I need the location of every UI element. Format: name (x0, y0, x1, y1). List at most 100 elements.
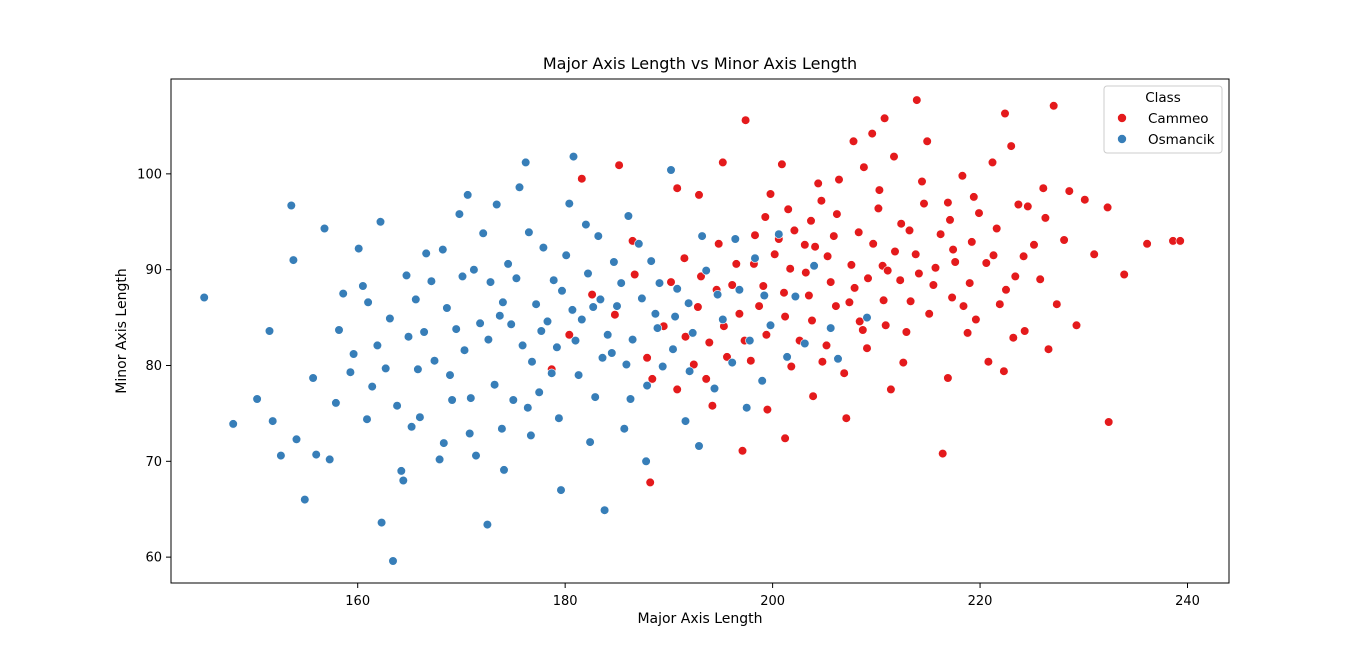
point-cammeo (689, 359, 699, 370)
point-cammeo (704, 337, 714, 348)
point-osmancik (625, 394, 636, 404)
point-cammeo (564, 330, 574, 340)
point-cammeo (911, 249, 921, 259)
point-cammeo (867, 129, 877, 139)
point-cammeo (785, 264, 795, 274)
point-cammeo (826, 277, 836, 287)
point-cammeo (841, 413, 851, 423)
point-osmancik (701, 266, 711, 276)
point-osmancik (421, 248, 431, 258)
point-cammeo (889, 152, 899, 162)
point-osmancik (506, 319, 516, 329)
point-osmancik (466, 393, 476, 403)
point-osmancik (497, 424, 507, 434)
point-osmancik (288, 255, 299, 265)
point-osmancik (392, 401, 402, 411)
point-cammeo (945, 215, 955, 225)
point-osmancik (475, 318, 485, 328)
point-osmancik (465, 428, 475, 439)
point-cammeo (846, 260, 857, 270)
point-osmancik (308, 373, 318, 383)
y-tick-label: 100 (137, 167, 162, 182)
legend-box (1103, 85, 1223, 154)
point-cammeo (1023, 201, 1033, 211)
point-cammeo (587, 290, 597, 300)
point-osmancik (634, 239, 644, 249)
y-tick-label: 60 (145, 551, 162, 566)
point-osmancik (358, 281, 368, 291)
point-cammeo (647, 374, 657, 384)
scatter-points (199, 95, 1185, 566)
point-osmancik (396, 466, 406, 476)
point-cammeo (672, 183, 682, 193)
point-osmancik (354, 244, 364, 254)
point-cammeo (1064, 186, 1074, 196)
point-osmancik (531, 299, 541, 309)
point-cammeo (1089, 249, 1099, 259)
point-cammeo (1104, 417, 1114, 427)
point-osmancik (499, 465, 509, 475)
point-osmancik (471, 451, 481, 461)
point-osmancik (637, 293, 647, 304)
point-cammeo (1059, 235, 1069, 245)
point-cammeo (1010, 271, 1020, 282)
point-osmancik (593, 231, 603, 241)
point-cammeo (817, 357, 828, 367)
legend-label-osmancik: Osmancik (1148, 132, 1215, 148)
point-cammeo (858, 325, 868, 335)
point-cammeo (1029, 240, 1039, 250)
point-cammeo (786, 361, 796, 372)
point-osmancik (311, 450, 321, 460)
point-osmancik (597, 353, 608, 363)
point-osmancik (727, 358, 737, 368)
point-cammeo (1008, 333, 1018, 343)
point-cammeo (807, 315, 817, 326)
point-cammeo (948, 245, 958, 255)
point-cammeo (765, 189, 776, 199)
point-cammeo (1071, 320, 1082, 330)
point-osmancik (750, 253, 760, 263)
point-cammeo (896, 219, 906, 229)
point-osmancik (782, 352, 792, 362)
point-osmancik (680, 416, 691, 426)
point-osmancik (457, 271, 468, 282)
point-osmancik (583, 268, 593, 279)
point-osmancik (609, 257, 619, 267)
point-osmancik (654, 278, 665, 288)
x-axis-label: Major Axis Length (637, 611, 762, 627)
point-osmancik (411, 294, 421, 305)
point-osmancik (495, 311, 505, 321)
point-cammeo (610, 310, 620, 320)
point-osmancik (683, 298, 694, 308)
point-cammeo (645, 477, 655, 488)
point-cammeo (679, 253, 690, 263)
point-osmancik (492, 199, 502, 210)
y-tick-label: 70 (145, 455, 162, 470)
point-osmancik (627, 335, 638, 345)
point-osmancik (439, 438, 449, 448)
x-tick-label: 220 (968, 594, 993, 609)
y-axis: 60 70 80 90 100 (137, 167, 171, 566)
point-cammeo (969, 192, 979, 202)
point-cammeo (987, 157, 998, 167)
point-cammeo (1052, 299, 1062, 309)
point-cammeo (965, 278, 975, 288)
point-osmancik (435, 454, 445, 465)
point-cammeo (958, 301, 969, 311)
point-cammeo (1001, 285, 1011, 295)
point-osmancik (730, 234, 740, 244)
point-cammeo (878, 295, 889, 305)
point-cammeo (901, 327, 912, 337)
point-osmancik (319, 223, 330, 234)
point-cammeo (701, 374, 711, 384)
point-osmancik (742, 403, 752, 413)
point-osmancik (549, 275, 559, 285)
point-osmancik (334, 325, 344, 335)
point-cammeo (1020, 326, 1030, 336)
point-osmancik (426, 276, 437, 286)
point-osmancik (325, 454, 335, 465)
point-osmancik (712, 290, 723, 300)
point-cammeo (905, 296, 916, 306)
point-osmancik (345, 367, 356, 377)
